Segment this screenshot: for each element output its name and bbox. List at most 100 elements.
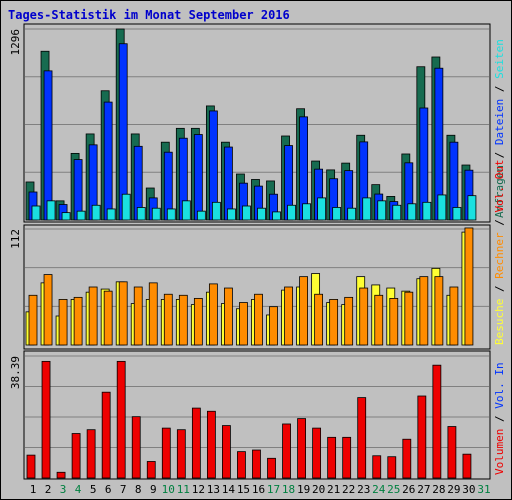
panel-middle: 112 Besuche / Rechner / Vol. Out — [9, 160, 506, 350]
bar-rechner-day-15 — [239, 302, 248, 346]
x-tick-label: 23 — [357, 483, 370, 496]
legend-separator: / — [493, 79, 506, 99]
bar-seiten-day-5 — [91, 204, 101, 221]
bar-seiten-day-20 — [317, 197, 327, 221]
panels-layer: 1296 Anfragen / Dateien / Seiten 112 Besuch… — [9, 23, 506, 480]
bar-rechner-day-7 — [118, 281, 128, 346]
bar-seiten-day-14 — [227, 208, 236, 221]
bar-volumen-day-7 — [116, 360, 126, 479]
bar-volumen-day-14 — [222, 425, 231, 479]
legend-bottom: Volumen / Vol. In — [493, 362, 506, 475]
x-tick-label: 15 — [237, 483, 250, 496]
bar-rechner-day-9 — [148, 282, 158, 346]
legend-separator: / — [493, 409, 506, 429]
bar-seiten-day-17 — [272, 211, 281, 221]
bar-seiten-day-23 — [362, 197, 372, 221]
x-tick-label: 10 — [162, 483, 175, 496]
bar-volumen-day-13 — [206, 410, 216, 479]
legend-middle: Besuche / Rechner / Vol. Out — [493, 160, 506, 345]
x-tick-label: 5 — [90, 483, 97, 496]
x-tick-label: 17 — [267, 483, 280, 496]
bar-volumen-day-11 — [176, 429, 186, 479]
bar-seiten-day-18 — [287, 204, 296, 221]
bar-volumen-day-18 — [282, 423, 291, 479]
bar-seiten-day-3 — [61, 212, 71, 221]
bar-seiten-day-29 — [452, 207, 462, 221]
legend-item-vol-in: Vol. In — [493, 362, 506, 408]
bar-rechner-day-10 — [163, 293, 173, 346]
bar-volumen-day-28 — [432, 364, 442, 479]
x-tick-label: 28 — [432, 483, 445, 496]
bar-seiten-day-12 — [196, 210, 206, 221]
bar-seiten-day-7 — [121, 193, 131, 221]
x-tick-label: 9 — [150, 483, 157, 496]
bar-volumen-day-4 — [71, 433, 81, 479]
bar-rechner-day-24 — [374, 294, 384, 346]
bar-volumen-day-29 — [447, 426, 457, 479]
y-max-label-top: 1296 — [9, 29, 22, 56]
legend-item-seiten: Seiten — [493, 39, 506, 79]
bar-seiten-day-30 — [467, 195, 477, 221]
x-tick-label: 19 — [297, 483, 310, 496]
bar-rechner-day-16 — [254, 293, 263, 346]
bar-volumen-day-25 — [387, 456, 397, 479]
x-tick-label: 22 — [342, 483, 355, 496]
bar-rechner-day-23 — [359, 287, 369, 346]
bar-rechner-day-20 — [314, 293, 324, 346]
x-tick-label: 30 — [462, 483, 475, 496]
x-tick-label: 26 — [402, 483, 415, 496]
x-axis: 1 2 3 4 5 6 7 8 9 10 11 12 13 14 15 16 17 18 19 20 21 22 23 24 2… — [30, 483, 491, 496]
legend-text-middle: Besuche / Rechner / Vol. Out — [493, 160, 506, 345]
bar-volumen-day-21 — [327, 436, 337, 479]
bar-seiten-day-26 — [407, 203, 417, 221]
x-tick-label: 20 — [312, 483, 325, 496]
bar-rechner-day-4 — [73, 296, 83, 346]
bar-rechner-day-18 — [284, 286, 293, 346]
bar-rechner-day-22 — [344, 296, 354, 346]
bar-seiten-day-4 — [76, 210, 86, 221]
x-tick-label: 4 — [75, 483, 82, 496]
x-tick-label: 3 — [60, 483, 67, 496]
bar-seiten-day-16 — [257, 207, 266, 221]
bar-rechner-day-2 — [43, 274, 53, 346]
bar-volumen-day-20 — [312, 427, 322, 479]
bar-volumen-day-15 — [237, 451, 246, 479]
bar-volumen-day-24 — [372, 455, 382, 479]
legend-separator: / — [493, 213, 506, 233]
y-max-label-middle: 112 — [9, 229, 22, 249]
bar-seiten-day-25 — [392, 204, 402, 221]
bar-rechner-day-1 — [28, 294, 38, 346]
bar-rechner-day-11 — [178, 294, 188, 346]
bar-volumen-day-9 — [146, 461, 156, 479]
bar-seiten-day-24 — [377, 200, 387, 221]
bar-seiten-day-6 — [106, 208, 116, 221]
bar-volumen-day-2 — [41, 360, 51, 479]
bar-volumen-day-27 — [417, 395, 427, 479]
bar-rechner-day-29 — [449, 286, 459, 346]
bar-volumen-day-22 — [342, 436, 352, 479]
bar-seiten-day-27 — [422, 201, 432, 221]
bar-seiten-day-21 — [332, 207, 342, 221]
bar-volumen-day-30 — [462, 453, 472, 479]
x-tick-label: 6 — [105, 483, 112, 496]
bar-volumen-day-5 — [86, 429, 96, 479]
x-tick-label: 24 — [372, 483, 386, 496]
x-tick-label: 8 — [135, 483, 142, 496]
bar-seiten-day-10 — [166, 208, 176, 221]
x-tick-label: 31 — [477, 483, 490, 496]
bar-rechner-day-12 — [193, 297, 203, 346]
bar-rechner-day-21 — [329, 299, 339, 346]
x-tick-label: 11 — [177, 483, 190, 496]
bar-dateien-day-7 — [118, 43, 128, 221]
bar-rechner-day-13 — [208, 283, 218, 346]
legend-item-volumen: Volumen — [493, 429, 506, 475]
bar-rechner-day-26 — [404, 291, 414, 346]
bar-dateien-day-2 — [43, 70, 53, 221]
bar-rechner-day-28 — [434, 276, 444, 346]
x-tick-label: 29 — [447, 483, 460, 496]
legend-item-dateien: Dateien — [493, 99, 506, 145]
x-tick-label: 21 — [327, 483, 340, 496]
x-tick-label: 16 — [252, 483, 265, 496]
bar-rechner-day-19 — [299, 276, 308, 346]
